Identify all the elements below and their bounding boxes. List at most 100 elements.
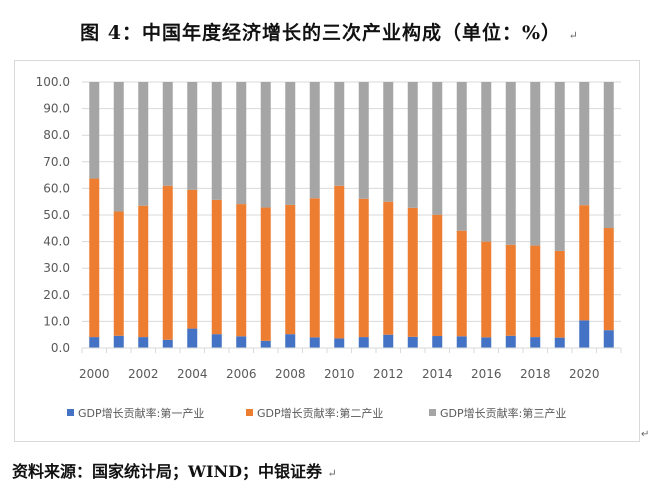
bar-segment [236,82,247,205]
return-mark-icon: ↵ [327,467,337,480]
bar-segment [554,250,565,338]
x-axis-tick-labels: 2000 2002 2004 2006 2008 2010 2012 2014 2016 2018… [79,367,600,381]
bar-segment [334,82,345,186]
chart-title: 图 4：中国年度经济增长的三次产业构成（单位：%） ↵ [0,18,659,45]
y-tick-label: 60.0 [43,181,70,195]
source-note: 资料来源：国家统计局；WIND；中银证券 ↵ [12,458,652,482]
x-tick-label: 2020 [569,367,600,381]
bar-segment [603,228,614,331]
bar-segment [211,199,222,335]
chart-title-text: 图 4：中国年度经济增长的三次产业构成（单位：%） [80,22,562,44]
bar-segment [236,336,247,348]
y-tick-label: 20.0 [43,288,70,302]
bar-segment [530,245,541,338]
y-tick-label: 80.0 [43,128,70,142]
bar-segment [554,82,565,251]
bar-segment [187,82,198,190]
bar-segment [358,337,369,348]
bar-segment [505,335,516,348]
bar-segment [138,205,149,338]
chart-frame: 0.0 10.0 20.0 30.0 40.0 50.0 60.0 70.0 80.0 90.0 1… [14,60,640,442]
x-tick-label: 2000 [79,367,110,381]
y-tick-label: 40.0 [43,235,70,249]
bar-segment [456,230,467,337]
bar-segment [383,82,394,202]
bar-segment [603,82,614,229]
legend-swatch [429,409,436,416]
legend-label: GDP增长贡献率:第二产业 [257,406,383,420]
bars [89,82,614,348]
bar-segment [481,82,492,242]
bar-segment [383,334,394,348]
bar-segment [309,82,320,199]
bar-segment [579,82,590,206]
y-tick-label: 50.0 [43,208,70,222]
bar-segment [187,189,198,329]
bar-segment [456,82,467,231]
bar-segment [481,241,492,338]
x-tick-label: 2014 [422,367,453,381]
x-tick-label: 2016 [471,367,502,381]
bar-segment [334,338,345,348]
legend-item: GDP增长贡献率:第二产业 [246,406,383,420]
bar-segment [407,82,418,208]
y-tick-label: 30.0 [43,261,70,275]
bar-segment [285,204,296,335]
bar-segment [211,334,222,348]
bar-segment [138,337,149,348]
bar-segment [334,185,345,339]
x-tick-label: 2010 [324,367,355,381]
bar-segment [260,207,271,341]
bar-segment [89,82,100,179]
y-tick-label: 100.0 [36,75,70,89]
bar-segment [358,198,369,338]
source-text: 资料来源：国家统计局；WIND；中银证券 [12,462,322,481]
bar-segment [579,320,590,348]
legend-label: GDP增长贡献率:第三产业 [440,406,566,420]
legend-swatch [246,409,253,416]
bar-segment [211,82,222,200]
stacked-bar-chart: 0.0 10.0 20.0 30.0 40.0 50.0 60.0 70.0 80.0 90.0 1… [36,75,622,420]
x-tick-label: 2008 [275,367,306,381]
bar-segment [187,328,198,348]
bar-segment [138,82,149,206]
legend-item: GDP增长贡献率:第一产业 [67,406,204,420]
bar-segment [162,82,173,186]
x-tick-label: 2012 [373,367,404,381]
bar-segment [505,244,516,336]
x-axis [81,347,622,353]
bar-segment [505,82,516,245]
bar-segment [113,211,124,336]
bar-segment [383,201,394,335]
y-tick-label: 10.0 [43,314,70,328]
return-mark-icon: ↵ [641,429,650,440]
legend: GDP增长贡献率:第一产业 GDP增长贡献率:第二产业 GDP增长贡献率:第三产业 [67,406,566,420]
bar-segment [554,337,565,348]
bar-segment [407,207,418,337]
y-tick-label: 0.0 [51,341,70,355]
bar-segment [260,82,271,208]
bar-segment [407,336,418,348]
bar-segment [113,335,124,348]
bar-segment [309,198,320,338]
bar-segment [579,205,590,321]
bar-segment [481,337,492,348]
x-tick-label: 2004 [177,367,208,381]
legend-item: GDP增长贡献率:第三产业 [429,406,566,420]
bar-segment [432,82,443,215]
bar-segment [162,339,173,348]
x-tick-label: 2002 [128,367,159,381]
bar-segment [358,82,369,199]
bar-segment [530,337,541,348]
legend-label: GDP增长贡献率:第一产业 [78,406,204,420]
bar-segment [603,330,614,348]
bar-segment [260,340,271,348]
bar-segment [285,82,296,205]
bar-segment [432,214,443,337]
bar-segment [89,337,100,348]
y-tick-label: 90.0 [43,102,70,116]
bar-segment [162,185,173,340]
legend-swatch [67,409,74,416]
x-tick-label: 2018 [520,367,551,381]
x-tick-label: 2006 [226,367,257,381]
